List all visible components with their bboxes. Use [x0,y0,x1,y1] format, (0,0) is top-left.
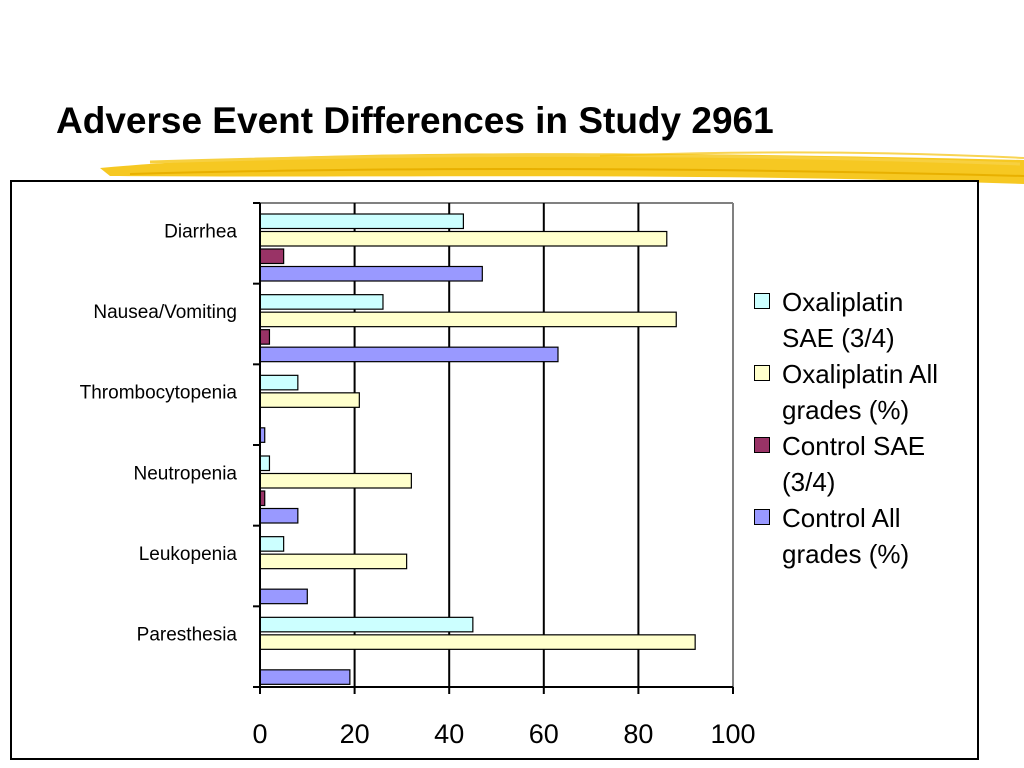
bar [259,374,299,391]
x-tick-label: 60 [529,719,559,749]
legend: Oxaliplatin SAE (3/4) Oxaliplatin All gr… [752,284,977,572]
bar [259,536,285,552]
chart-frame [10,180,979,760]
bar [259,669,351,685]
category-label: Leukopenia [139,544,238,565]
category-label: Thrombocytopenia [80,383,238,404]
yellow-highlighter-stroke [100,151,1024,184]
legend-label: grades (%) [782,395,910,425]
bar [259,213,464,230]
legend-item-oxaliplatin-all: Oxaliplatin All grades (%) [752,356,977,428]
x-tick-label: 40 [434,719,464,749]
legend-swatch [754,437,770,453]
gridlines [260,202,734,687]
axes [253,202,734,694]
legend-label: Oxaliplatin All [782,359,939,389]
x-tick-label: 100 [710,719,755,749]
legend-label: SAE (3/4) [782,323,895,353]
category-label: Nausea/Vomiting [93,302,237,323]
legend-item-control-sae: Control SAE (3/4) [752,428,977,500]
x-tick-label: 80 [623,719,653,749]
bar [259,329,271,345]
legend-swatch [754,293,770,309]
bar [259,553,408,570]
bar [259,346,559,363]
bars [259,213,696,685]
legend-label: Oxaliplatin [782,287,904,317]
legend-item-control-all: Control All grades (%) [752,500,977,572]
legend-label: Control All [782,503,901,533]
legend-swatch [754,509,770,525]
category-label: Paresthesia [137,625,238,646]
bar [259,472,412,489]
bar [259,634,696,650]
bar [259,230,668,247]
bar [259,392,360,408]
tick-labels: Diarrhea Nausea/Vomiting Thrombocytopenia N… [80,221,756,749]
bar [259,616,474,633]
category-label: Neutropenia [133,463,237,484]
x-tick-label: 0 [252,719,267,749]
legend-swatch [754,365,770,381]
category-label: Diarrhea [164,221,237,242]
bar [259,248,285,265]
bar [259,294,384,310]
slide-title: Adverse Event Differences in Study 2961 [56,100,774,141]
legend-label: Control SAE [782,431,926,461]
bar [259,507,299,524]
legend-item-oxaliplatin-sae: Oxaliplatin SAE (3/4) [752,284,977,356]
bar [259,265,483,282]
legend-label: grades (%) [782,539,910,569]
bar [259,588,308,605]
x-tick-label: 20 [340,719,370,749]
bar [259,311,677,328]
bar [259,455,271,472]
legend-label: (3/4) [782,467,836,497]
